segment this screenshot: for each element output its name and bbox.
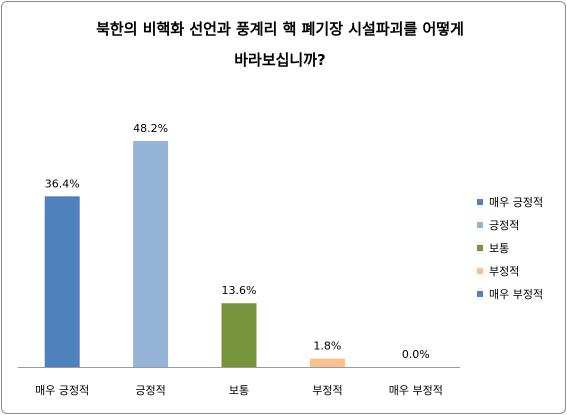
bar-4 — [309, 358, 345, 367]
category-label-4: 부정적 — [312, 384, 342, 397]
chart-title-line-2: 바라보십니까? — [234, 51, 326, 69]
legend-label-2: 긍정적 — [489, 218, 520, 232]
legend-swatch-5 — [477, 290, 483, 297]
data-label-3: 13.6% — [222, 284, 257, 297]
legend-label-4: 부정적 — [489, 264, 520, 278]
category-label-1: 매우 긍정적 — [35, 384, 89, 397]
data-label-2: 48.2% — [133, 122, 168, 135]
bar-3 — [221, 303, 257, 367]
legend-item-4: 부정적 — [477, 259, 543, 282]
data-label-4: 1.8% — [313, 340, 341, 353]
legend-label-1: 매우 긍정적 — [489, 195, 544, 209]
category-label-2: 긍정적 — [135, 384, 165, 397]
bar-1 — [44, 196, 80, 367]
data-label-1: 36.4% — [45, 177, 80, 190]
legend-item-2: 긍정적 — [477, 213, 543, 236]
bar-2 — [133, 141, 169, 367]
legend-swatch-2 — [477, 221, 483, 228]
chart-title: 북한의 비핵화 선언과 풍계리 핵 폐기장 시설파괴를 어떻게 바라보십니까? — [0, 14, 560, 76]
legend-item-1: 매우 긍정적 — [477, 190, 543, 213]
data-label-5: 0.0% — [402, 348, 430, 361]
legend-item-3: 보통 — [477, 236, 543, 259]
chart-title-line-1: 북한의 비핵화 선언과 풍계리 핵 폐기장 시설파괴를 어떻게 — [96, 20, 464, 38]
category-label-3: 보통 — [229, 384, 249, 397]
legend-label-5: 매우 부정적 — [489, 287, 544, 301]
legend-swatch-1 — [477, 198, 483, 205]
legend-label-3: 보통 — [489, 241, 510, 255]
legend-item-5: 매우 부정적 — [477, 282, 543, 305]
category-label-5: 매우 부정적 — [389, 384, 443, 397]
legend-swatch-3 — [477, 244, 483, 251]
legend-swatch-4 — [477, 267, 483, 274]
